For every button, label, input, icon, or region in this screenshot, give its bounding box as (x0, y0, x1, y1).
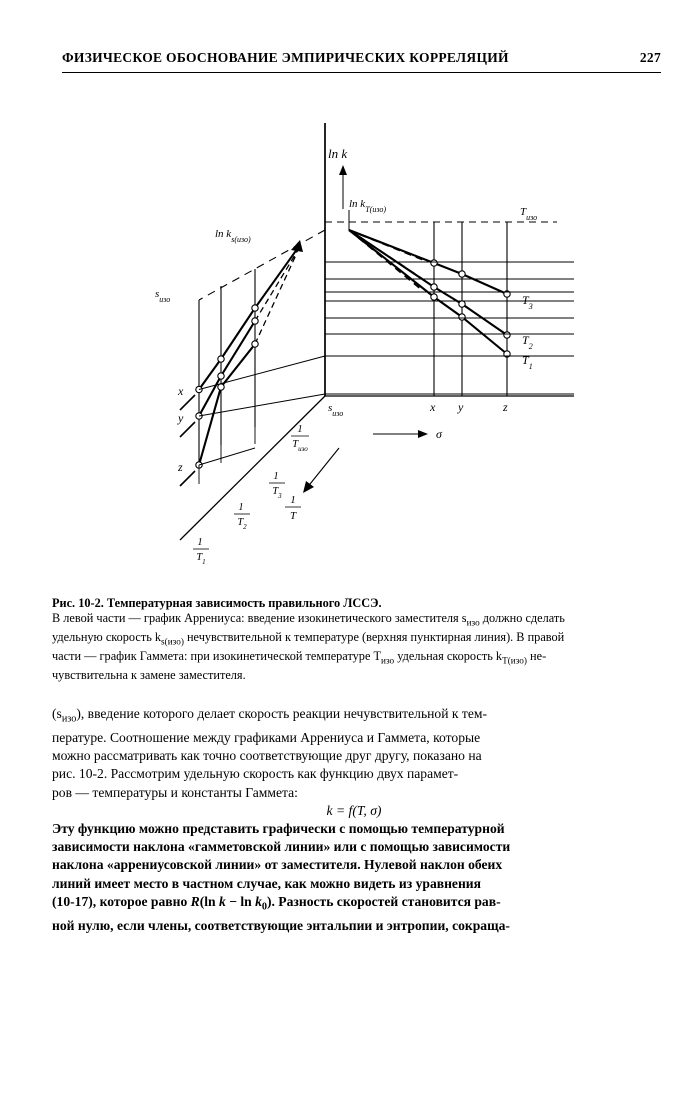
svg-text:1: 1 (197, 537, 202, 548)
svg-text:x: x (429, 400, 436, 414)
svg-text:sизо: sизо (155, 288, 170, 304)
svg-text:1: 1 (290, 494, 296, 506)
svg-text:ln kT(изо): ln kT(изо) (349, 198, 386, 214)
svg-text:σ: σ (436, 427, 443, 441)
svg-text:T1: T1 (196, 552, 205, 566)
svg-text:x: x (177, 384, 184, 398)
svg-text:ln ks(изо): ln ks(изо) (215, 228, 251, 244)
svg-text:z: z (177, 460, 183, 474)
svg-text:T3: T3 (272, 486, 282, 500)
svg-text:y: y (177, 411, 184, 425)
svg-text:y: y (457, 400, 464, 414)
svg-text:Tизо: Tизо (292, 439, 308, 453)
svg-text:sизо: sизо (328, 402, 343, 418)
svg-text:Tизо: Tизо (520, 206, 537, 222)
svg-text:T2: T2 (237, 517, 247, 531)
svg-text:T: T (290, 510, 297, 522)
svg-text:1: 1 (273, 471, 278, 482)
svg-text:1: 1 (297, 424, 302, 435)
svg-text:T3: T3 (522, 293, 533, 311)
svg-text:z: z (502, 400, 508, 414)
svg-text:1: 1 (238, 502, 243, 513)
svg-text:ln k: ln k (328, 146, 347, 161)
svg-text:T2: T2 (522, 333, 533, 351)
